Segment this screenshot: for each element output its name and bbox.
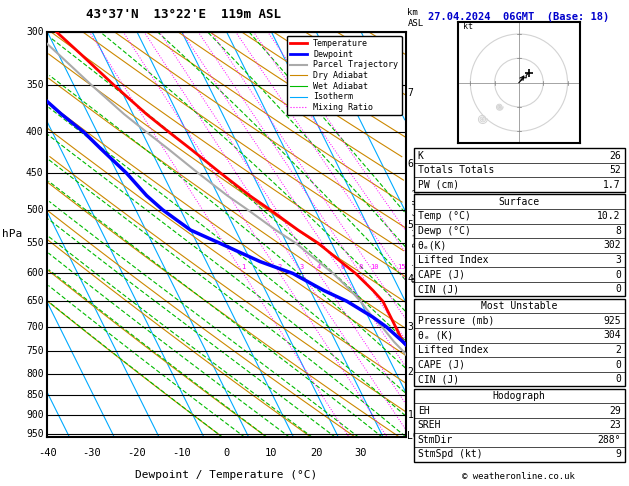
Text: CAPE (J): CAPE (J) — [418, 270, 465, 279]
Text: 4: 4 — [408, 274, 413, 284]
Text: StmDir: StmDir — [418, 435, 453, 445]
Text: 26: 26 — [609, 151, 621, 160]
Text: θₑ (K): θₑ (K) — [418, 330, 453, 340]
Text: km
ASL: km ASL — [408, 8, 423, 28]
Text: 6: 6 — [340, 264, 345, 270]
Text: 30: 30 — [355, 448, 367, 457]
Text: 750: 750 — [26, 346, 43, 356]
Text: 3: 3 — [408, 322, 413, 332]
Text: 3: 3 — [615, 255, 621, 265]
Text: 0: 0 — [615, 360, 621, 369]
Text: 1.7: 1.7 — [603, 180, 621, 190]
Text: CIN (J): CIN (J) — [418, 284, 459, 294]
Text: -20: -20 — [128, 448, 146, 457]
Text: 300: 300 — [26, 27, 43, 36]
Text: K: K — [418, 151, 423, 160]
Text: LCL: LCL — [408, 431, 425, 441]
Text: 950: 950 — [26, 429, 43, 439]
Text: 302: 302 — [603, 241, 621, 250]
Text: Hodograph: Hodograph — [493, 391, 546, 401]
Text: 600: 600 — [26, 268, 43, 278]
Text: 8: 8 — [359, 264, 362, 270]
Text: 500: 500 — [26, 205, 43, 215]
Text: 4: 4 — [316, 264, 321, 270]
Text: 27.04.2024  06GMT  (Base: 18): 27.04.2024 06GMT (Base: 18) — [428, 12, 610, 22]
Text: © weatheronline.co.uk: © weatheronline.co.uk — [462, 472, 576, 481]
Text: Lifted Index: Lifted Index — [418, 255, 488, 265]
Text: 650: 650 — [26, 296, 43, 306]
Text: 800: 800 — [26, 369, 43, 379]
Text: 43°37'N  13°22'E  119m ASL: 43°37'N 13°22'E 119m ASL — [86, 8, 281, 21]
Text: kt: kt — [463, 22, 473, 31]
Text: 2: 2 — [408, 366, 413, 377]
Text: 10.2: 10.2 — [598, 211, 621, 221]
Text: 7: 7 — [408, 88, 413, 98]
Text: 1: 1 — [241, 264, 245, 270]
Text: 700: 700 — [26, 322, 43, 332]
Text: hPa: hPa — [3, 229, 23, 240]
Text: 6: 6 — [408, 158, 413, 169]
Text: 2: 2 — [615, 345, 621, 355]
Text: θₑ(K): θₑ(K) — [418, 241, 447, 250]
Text: 850: 850 — [26, 390, 43, 400]
Text: 550: 550 — [26, 238, 43, 248]
Text: 10: 10 — [370, 264, 379, 270]
Text: Temp (°C): Temp (°C) — [418, 211, 470, 221]
Text: Dewpoint / Temperature (°C): Dewpoint / Temperature (°C) — [135, 470, 318, 480]
Text: 304: 304 — [603, 330, 621, 340]
Text: -30: -30 — [82, 448, 101, 457]
Text: CIN (J): CIN (J) — [418, 374, 459, 384]
Text: 52: 52 — [609, 165, 621, 175]
Text: 20: 20 — [310, 448, 322, 457]
Text: EH: EH — [418, 406, 430, 416]
Text: 9: 9 — [615, 450, 621, 459]
Text: SREH: SREH — [418, 420, 441, 430]
Text: 288°: 288° — [598, 435, 621, 445]
Text: 450: 450 — [26, 168, 43, 178]
Text: 2: 2 — [277, 264, 282, 270]
Text: 15: 15 — [397, 264, 405, 270]
Text: Lifted Index: Lifted Index — [418, 345, 488, 355]
Text: 400: 400 — [26, 127, 43, 137]
Text: 0: 0 — [223, 448, 230, 457]
Text: 0: 0 — [615, 270, 621, 279]
Text: 8: 8 — [615, 226, 621, 236]
Legend: Temperature, Dewpoint, Parcel Trajectory, Dry Adiabat, Wet Adiabat, Isotherm, Mi: Temperature, Dewpoint, Parcel Trajectory… — [287, 36, 401, 115]
Text: -40: -40 — [38, 448, 57, 457]
Text: -10: -10 — [172, 448, 191, 457]
Text: Surface: Surface — [499, 197, 540, 207]
Text: CAPE (J): CAPE (J) — [418, 360, 465, 369]
Text: 23: 23 — [609, 420, 621, 430]
Text: Dewp (°C): Dewp (°C) — [418, 226, 470, 236]
Text: 0: 0 — [615, 284, 621, 294]
Text: Mixing Ratio (g/kg): Mixing Ratio (g/kg) — [413, 187, 422, 282]
Text: 5: 5 — [408, 220, 413, 230]
Text: StmSpd (kt): StmSpd (kt) — [418, 450, 482, 459]
Text: 1: 1 — [408, 410, 413, 420]
Text: Totals Totals: Totals Totals — [418, 165, 494, 175]
Text: 3: 3 — [300, 264, 304, 270]
Text: 29: 29 — [609, 406, 621, 416]
Text: Pressure (mb): Pressure (mb) — [418, 316, 494, 326]
Text: PW (cm): PW (cm) — [418, 180, 459, 190]
Text: Most Unstable: Most Unstable — [481, 301, 557, 311]
Text: 0: 0 — [615, 374, 621, 384]
Text: 900: 900 — [26, 410, 43, 420]
Text: 925: 925 — [603, 316, 621, 326]
Text: 10: 10 — [265, 448, 277, 457]
Text: 350: 350 — [26, 80, 43, 90]
